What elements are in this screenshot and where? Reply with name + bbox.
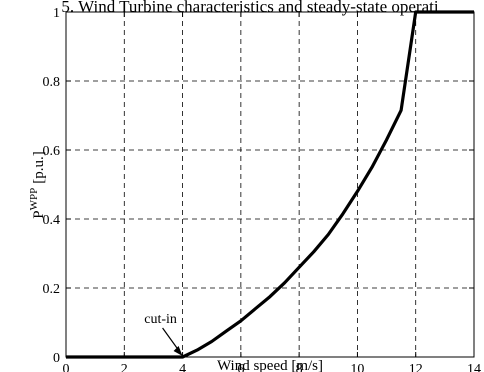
y-tick-label: 0.6: [43, 144, 61, 159]
x-axis-ticks: 0 2 4 6 8 10 12 14: [63, 12, 481, 372]
cut-in-arrowhead: [173, 346, 183, 356]
x-tick-label: 12: [409, 362, 423, 372]
x-tick-label: 4: [179, 362, 186, 372]
series-layer: [66, 10, 474, 359]
y-tick-label: 0.4: [43, 213, 61, 228]
y-tick-label: 0.2: [43, 282, 61, 297]
x-tick-label: 6: [237, 362, 244, 372]
y-axis-label-sup: WPP: [28, 188, 40, 211]
x-tick-label: 10: [350, 362, 364, 372]
power-curve-line: [66, 10, 474, 359]
y-axis-label: PWPP [p.u.]: [28, 151, 47, 218]
x-tick-label: 8: [296, 362, 303, 372]
x-tick-label: 2: [121, 362, 128, 372]
annotation-layer: cut-in: [144, 312, 183, 356]
y-axis-label-main: P: [31, 210, 47, 218]
cut-in-label: cut-in: [144, 312, 177, 327]
y-axis-label-unit: [p.u.]: [31, 151, 47, 184]
x-axis-label: Wind speed [m/s]: [217, 358, 323, 372]
plot-frame: [65, 11, 475, 358]
x-tick-label: 14: [467, 362, 481, 372]
chart-title: 5. Wind Turbine characteristics and stea…: [61, 0, 438, 16]
x-tick-label: 0: [63, 362, 70, 372]
y-tick-label: 0.8: [43, 75, 61, 90]
y-tick-label: 0: [53, 351, 60, 366]
grid: [66, 12, 474, 357]
y-tick-label: 1: [53, 6, 60, 21]
